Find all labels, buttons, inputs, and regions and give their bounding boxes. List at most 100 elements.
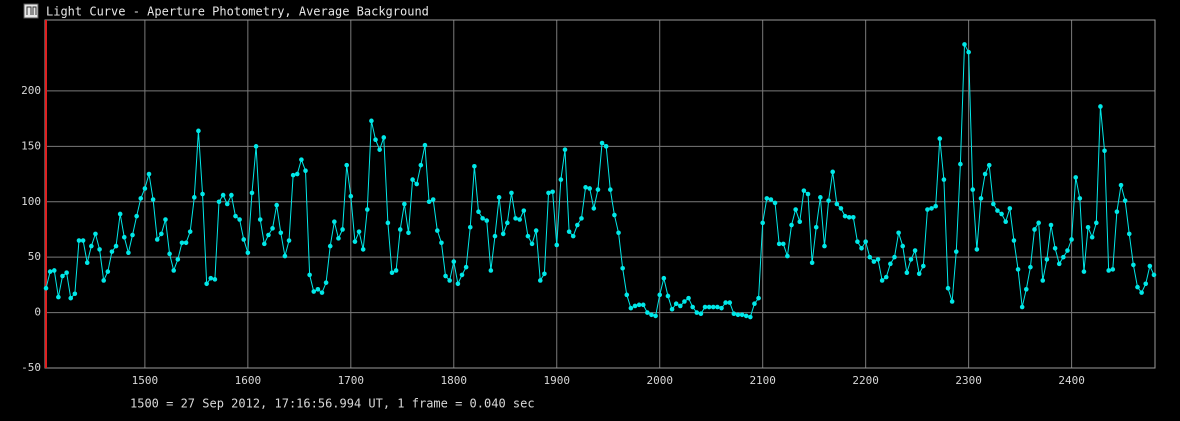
data-point bbox=[105, 269, 111, 274]
data-point bbox=[204, 281, 209, 287]
data-point bbox=[970, 187, 976, 192]
data-point bbox=[595, 187, 601, 192]
data-point bbox=[1151, 272, 1157, 278]
data-point bbox=[785, 253, 790, 259]
x-tick-label: 1500 bbox=[132, 374, 159, 387]
data-point bbox=[402, 201, 407, 207]
y-tick-label: 0 bbox=[34, 306, 41, 319]
data-point bbox=[196, 128, 201, 134]
data-point bbox=[472, 163, 477, 169]
data-point bbox=[1056, 261, 1062, 267]
data-point bbox=[348, 193, 354, 199]
data-point bbox=[591, 206, 597, 211]
data-point bbox=[813, 224, 819, 230]
data-point bbox=[435, 228, 440, 233]
y-tick-label: 100 bbox=[21, 195, 41, 208]
data-point bbox=[1089, 234, 1095, 240]
data-point bbox=[426, 199, 432, 205]
data-point bbox=[315, 287, 321, 292]
data-point bbox=[1069, 237, 1074, 242]
data-point bbox=[793, 207, 798, 212]
data-point bbox=[529, 241, 535, 247]
data-point bbox=[999, 211, 1004, 217]
data-point bbox=[220, 192, 226, 198]
data-point bbox=[583, 185, 588, 190]
data-point bbox=[533, 228, 539, 233]
data-point bbox=[925, 207, 930, 212]
data-point bbox=[632, 303, 638, 309]
data-point bbox=[134, 213, 139, 219]
data-point bbox=[208, 275, 214, 281]
data-point bbox=[1040, 278, 1046, 283]
data-point bbox=[126, 250, 131, 256]
data-point bbox=[546, 190, 551, 196]
data-point bbox=[307, 272, 312, 278]
data-point bbox=[916, 271, 922, 277]
data-point bbox=[229, 192, 234, 198]
data-point bbox=[1007, 206, 1013, 211]
data-point bbox=[883, 274, 889, 280]
data-point bbox=[855, 239, 860, 244]
data-point bbox=[694, 310, 700, 315]
data-point bbox=[89, 243, 94, 249]
data-point bbox=[517, 217, 522, 222]
data-point bbox=[249, 190, 255, 196]
data-point bbox=[818, 195, 823, 200]
data-point bbox=[912, 248, 918, 253]
data-point bbox=[900, 243, 906, 249]
data-point bbox=[138, 196, 144, 201]
data-point bbox=[319, 290, 325, 295]
data-point bbox=[966, 49, 971, 55]
data-point bbox=[1122, 198, 1128, 203]
data-point bbox=[748, 314, 753, 320]
data-point bbox=[183, 240, 189, 246]
data-point bbox=[257, 217, 263, 222]
data-point bbox=[834, 201, 840, 207]
data-point bbox=[1015, 267, 1021, 272]
data-point bbox=[212, 277, 218, 282]
data-point bbox=[290, 172, 296, 178]
data-point bbox=[414, 181, 420, 187]
data-point bbox=[274, 202, 279, 208]
data-point bbox=[488, 268, 494, 273]
data-point bbox=[253, 144, 259, 149]
data-point bbox=[678, 303, 683, 309]
data-point bbox=[776, 241, 782, 247]
data-point bbox=[364, 207, 370, 212]
data-point bbox=[245, 250, 251, 256]
data-point bbox=[587, 186, 593, 191]
data-point bbox=[56, 294, 61, 300]
data-point bbox=[953, 249, 959, 254]
x-tick-label: 2000 bbox=[646, 374, 673, 387]
data-point bbox=[1139, 290, 1144, 295]
x-tick-label: 2400 bbox=[1058, 374, 1085, 387]
data-point bbox=[1081, 269, 1087, 274]
data-point bbox=[278, 230, 284, 236]
data-point bbox=[344, 162, 349, 168]
data-point bbox=[451, 259, 457, 264]
data-point bbox=[467, 224, 473, 230]
data-point bbox=[636, 302, 642, 308]
data-point bbox=[991, 201, 996, 207]
data-point bbox=[1110, 267, 1116, 272]
data-point bbox=[327, 243, 333, 249]
data-point bbox=[389, 270, 395, 275]
data-point bbox=[60, 273, 65, 279]
data-point bbox=[51, 268, 57, 273]
data-point bbox=[962, 42, 967, 47]
data-point bbox=[789, 222, 794, 228]
data-point bbox=[838, 206, 844, 211]
data-point bbox=[171, 268, 177, 273]
data-point bbox=[875, 257, 881, 262]
data-point bbox=[607, 187, 613, 192]
data-point bbox=[270, 226, 275, 231]
data-point bbox=[1102, 148, 1107, 154]
data-point bbox=[163, 217, 168, 222]
data-point bbox=[1011, 238, 1017, 243]
data-point bbox=[1131, 262, 1136, 268]
data-point bbox=[393, 268, 399, 273]
data-point bbox=[1135, 284, 1140, 290]
data-point bbox=[1023, 287, 1029, 292]
data-point bbox=[851, 214, 856, 220]
